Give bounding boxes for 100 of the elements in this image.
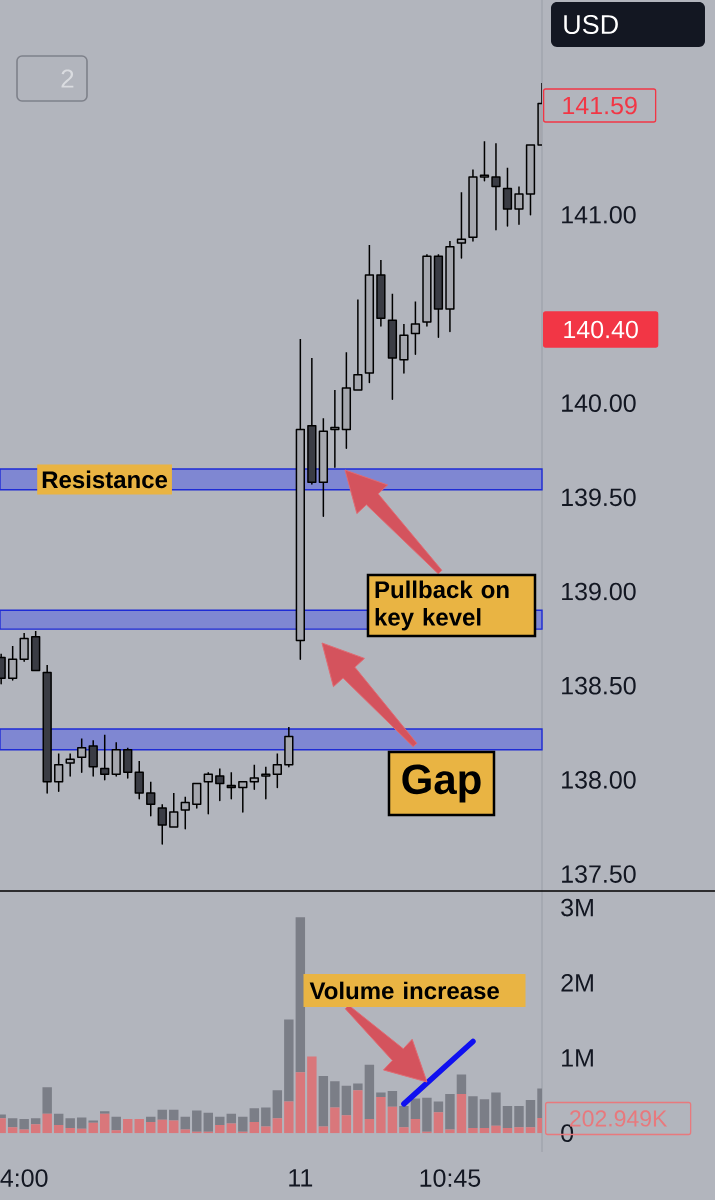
bar [364, 1064, 375, 1119]
text: 140.40 [564, 320, 638, 339]
bar [238, 1116, 248, 1132]
bar [53, 1113, 64, 1125]
candlestick [491, 142, 501, 231]
candlestick [134, 760, 144, 800]
candlestick [169, 792, 179, 828]
candlestick [77, 737, 87, 774]
candlestick [272, 752, 282, 789]
candlestick [387, 293, 398, 401]
bar [479, 1099, 490, 1128]
y-tick-label: 139.00 [562, 582, 636, 601]
candlestick [111, 741, 121, 777]
bar [203, 1112, 213, 1132]
bar [123, 1118, 133, 1134]
bar [456, 1074, 467, 1095]
bar [261, 1126, 271, 1134]
bar [88, 1120, 98, 1123]
bar [65, 1127, 75, 1134]
y-tick-label: 138.50 [562, 676, 636, 695]
candlestick [88, 739, 98, 777]
candlestick [410, 300, 421, 355]
candlestick [330, 389, 340, 468]
candlestick [456, 191, 467, 259]
bar [468, 1096, 478, 1128]
bar [30, 1124, 41, 1134]
bar [353, 1090, 363, 1134]
bar [341, 1115, 352, 1134]
bar [468, 1127, 478, 1134]
candlestick [54, 752, 64, 792]
bar [19, 1118, 29, 1130]
bar [180, 1129, 190, 1134]
bar [387, 1106, 398, 1134]
candlestick [479, 140, 490, 182]
bar [146, 1116, 156, 1122]
candlestick [238, 780, 248, 813]
bar [284, 1019, 294, 1102]
bar [157, 1119, 167, 1134]
bar [284, 1101, 294, 1134]
candlestick [157, 803, 167, 845]
bar [100, 1111, 110, 1114]
candlestick [123, 747, 133, 779]
bar [295, 917, 306, 1073]
y-tick-label: 141.00 [562, 205, 636, 224]
bar [249, 1121, 260, 1134]
bar [169, 1120, 179, 1134]
bar [330, 1081, 340, 1108]
bar [445, 1129, 455, 1134]
candlestick [42, 664, 52, 794]
bar [111, 1130, 121, 1134]
x-tick-label: 4:00 [0, 1169, 48, 1187]
candlestick [399, 323, 409, 374]
bar [318, 1126, 329, 1134]
bar [318, 1076, 329, 1127]
annotation: Gap [402, 764, 481, 803]
bar [502, 1127, 513, 1134]
candlestick [284, 726, 294, 768]
candlestick [192, 782, 202, 809]
bar [433, 1101, 444, 1113]
bar [399, 1106, 409, 1128]
candlestick [295, 338, 305, 661]
candlestick [468, 168, 478, 242]
candlestick [422, 253, 432, 327]
candlestick [19, 632, 29, 662]
bar [387, 1091, 398, 1107]
bar [295, 1072, 306, 1134]
bar [353, 1083, 363, 1091]
candlestick [318, 417, 329, 517]
annotation: Volume increase [309, 981, 499, 1000]
bar [215, 1124, 225, 1134]
bar [330, 1107, 340, 1134]
y-tick-label: 2M [561, 974, 593, 992]
bar [192, 1110, 202, 1132]
bar [100, 1113, 110, 1134]
bar [30, 1118, 41, 1125]
bar [502, 1106, 513, 1128]
bar [134, 1118, 144, 1134]
candlestick [226, 771, 236, 800]
y-tick-label: 1M [562, 1049, 593, 1067]
candlestick [341, 351, 352, 450]
candlestick [249, 764, 259, 791]
bar [88, 1122, 98, 1134]
text: USD [564, 14, 618, 35]
bar [76, 1117, 87, 1129]
bar [42, 1113, 52, 1134]
bar [364, 1118, 375, 1134]
candlestick [215, 767, 225, 802]
bar [445, 1094, 455, 1130]
candlestick [445, 240, 455, 333]
bar [272, 1090, 283, 1119]
bar [376, 1092, 386, 1098]
candlestick [514, 185, 524, 225]
bar [65, 1118, 75, 1128]
bar [410, 1118, 421, 1134]
bar [111, 1116, 121, 1131]
bar [433, 1112, 444, 1134]
bar [272, 1118, 283, 1134]
bar [19, 1129, 29, 1134]
candlestick [180, 796, 190, 830]
bar [514, 1106, 524, 1128]
